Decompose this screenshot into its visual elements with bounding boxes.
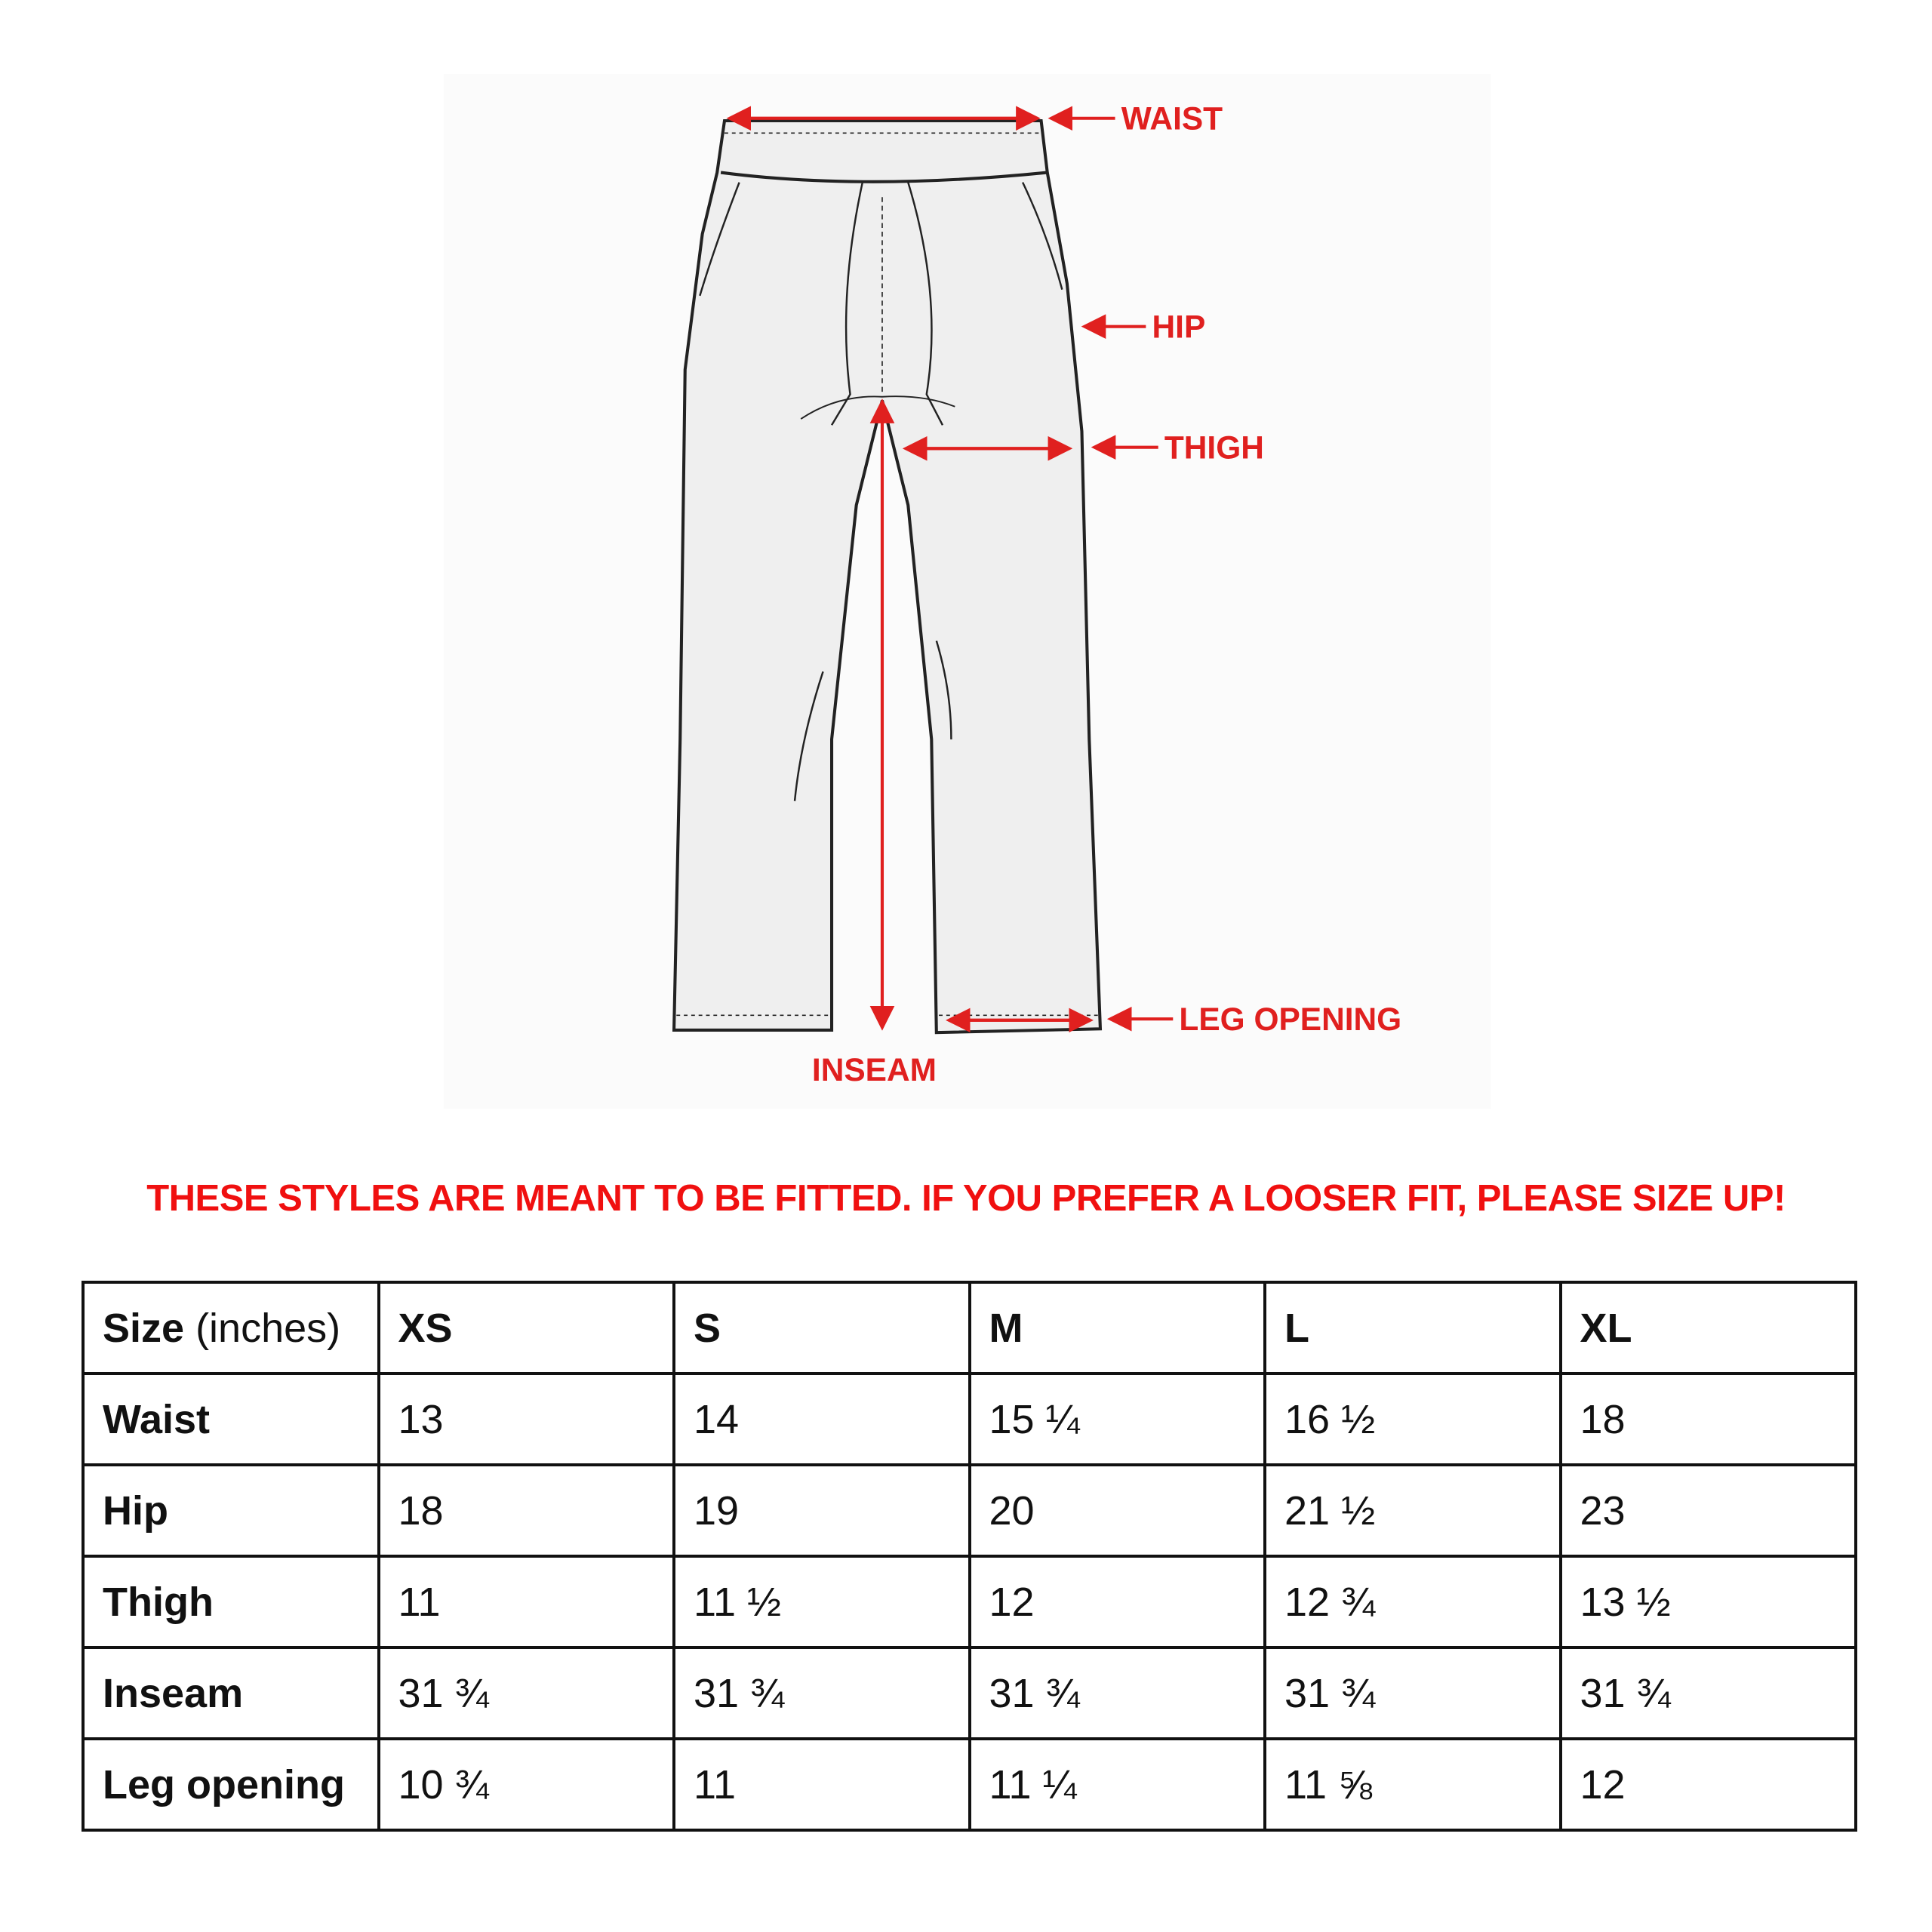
cell-value: 31 ¾ bbox=[1558, 1646, 1857, 1740]
cell-value: 11 ½ bbox=[672, 1555, 971, 1649]
cell-value: 31 ¾ bbox=[1263, 1646, 1562, 1740]
cell-value: 11 bbox=[377, 1555, 675, 1649]
fit-notice: THESE STYLES ARE MEANT TO BE FITTED. IF … bbox=[146, 1178, 1786, 1219]
size-header-cell: Size (inches) bbox=[82, 1281, 380, 1375]
row-label: Inseam bbox=[82, 1646, 380, 1740]
thigh-label: THIGH bbox=[1164, 429, 1264, 465]
waist-label: WAIST bbox=[1121, 100, 1223, 136]
cell-value: 12 bbox=[1558, 1737, 1857, 1832]
table-row: Thigh 11 11 ½ 12 12 ¾ 13 ½ bbox=[82, 1555, 1857, 1649]
leg-opening-label: LEG OPENING bbox=[1179, 1001, 1401, 1037]
cell-value: 23 bbox=[1558, 1463, 1857, 1558]
cell-value: 13 ½ bbox=[1558, 1555, 1857, 1649]
measurement-arrows bbox=[726, 106, 1174, 1033]
cell-value: 13 bbox=[377, 1372, 675, 1466]
cell-value: 11 ⅝ bbox=[1263, 1737, 1562, 1832]
table-row: Leg opening 10 ¾ 11 11 ¼ 11 ⅝ 12 bbox=[82, 1737, 1857, 1832]
cell-value: 19 bbox=[672, 1463, 971, 1558]
table-row: Inseam 31 ¾ 31 ¾ 31 ¾ 31 ¾ 31 ¾ bbox=[82, 1646, 1857, 1740]
cell-value: 31 ¾ bbox=[377, 1646, 675, 1740]
row-label: Waist bbox=[82, 1372, 380, 1466]
cell-value: 18 bbox=[1558, 1372, 1857, 1466]
cell-value: 12 ¾ bbox=[1263, 1555, 1562, 1649]
row-label: Thigh bbox=[82, 1555, 380, 1649]
cell-value: 20 bbox=[968, 1463, 1266, 1558]
cell-value: 21 ½ bbox=[1263, 1463, 1562, 1558]
size-header-unit: (inches) bbox=[195, 1305, 341, 1351]
size-header-l: L bbox=[1263, 1281, 1562, 1375]
hip-label: HIP bbox=[1152, 309, 1206, 344]
table-header-row: Size (inches) XS S M L XL bbox=[82, 1281, 1857, 1375]
cell-value: 10 ¾ bbox=[377, 1737, 675, 1832]
pants-illustration bbox=[672, 118, 1103, 1035]
table-row: Waist 13 14 15 ¼ 16 ½ 18 bbox=[82, 1372, 1857, 1466]
size-header-m: M bbox=[968, 1281, 1266, 1375]
size-header-label: Size bbox=[103, 1305, 185, 1351]
size-header-xs: XS bbox=[377, 1281, 675, 1375]
row-label: Hip bbox=[82, 1463, 380, 1558]
cell-value: 14 bbox=[672, 1372, 971, 1466]
cell-value: 16 ½ bbox=[1263, 1372, 1562, 1466]
table-row: Hip 18 19 20 21 ½ 23 bbox=[82, 1463, 1857, 1558]
size-header-s: S bbox=[672, 1281, 971, 1375]
size-header-xl: XL bbox=[1558, 1281, 1857, 1375]
cell-value: 15 ¼ bbox=[968, 1372, 1266, 1466]
inseam-label: INSEAM bbox=[812, 1052, 937, 1088]
cell-value: 12 bbox=[968, 1555, 1266, 1649]
cell-value: 31 ¾ bbox=[672, 1646, 971, 1740]
row-label: Leg opening bbox=[82, 1737, 380, 1832]
cell-value: 11 ¼ bbox=[968, 1737, 1266, 1832]
cell-value: 11 bbox=[672, 1737, 971, 1832]
cell-value: 18 bbox=[377, 1463, 675, 1558]
cell-value: 31 ¾ bbox=[968, 1646, 1266, 1740]
